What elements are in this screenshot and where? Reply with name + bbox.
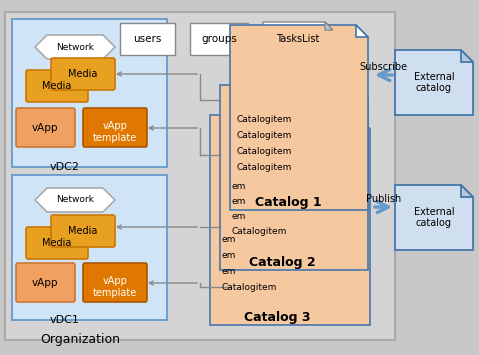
Text: Organization: Organization — [40, 333, 120, 346]
Text: Media: Media — [68, 226, 98, 236]
Text: vApp: vApp — [32, 278, 58, 288]
Text: em: em — [222, 267, 236, 276]
Text: Catalog 2: Catalog 2 — [249, 256, 316, 269]
Bar — [5, 12, 395, 340]
FancyBboxPatch shape — [16, 263, 75, 302]
FancyBboxPatch shape — [26, 70, 88, 102]
Polygon shape — [35, 188, 115, 212]
Text: Media: Media — [68, 69, 98, 79]
Text: Catalogitem: Catalogitem — [222, 283, 277, 292]
Polygon shape — [395, 50, 473, 115]
Text: Subscribe: Subscribe — [359, 62, 408, 72]
Text: Catalogitem: Catalogitem — [237, 163, 292, 172]
FancyBboxPatch shape — [26, 227, 88, 259]
Polygon shape — [230, 25, 368, 210]
Text: Catalogitem: Catalogitem — [237, 131, 292, 140]
FancyBboxPatch shape — [83, 263, 147, 302]
Text: em: em — [222, 251, 236, 260]
Text: em: em — [222, 235, 236, 244]
Text: groups: groups — [201, 34, 237, 44]
Bar — [12, 175, 167, 320]
Text: em: em — [232, 212, 246, 221]
FancyBboxPatch shape — [16, 108, 75, 147]
Polygon shape — [263, 22, 333, 57]
Text: vDC2: vDC2 — [50, 162, 80, 172]
Text: vApp
template: vApp template — [93, 121, 137, 143]
Polygon shape — [35, 35, 115, 59]
FancyBboxPatch shape — [83, 108, 147, 147]
Text: Catalog 1: Catalog 1 — [255, 196, 321, 209]
Text: External
catalog: External catalog — [414, 207, 454, 228]
Polygon shape — [220, 85, 368, 270]
Polygon shape — [395, 185, 473, 250]
Polygon shape — [461, 50, 473, 62]
Bar — [120, 23, 175, 55]
Bar — [12, 19, 167, 167]
Text: vApp
template: vApp template — [93, 276, 137, 298]
Bar — [190, 23, 248, 55]
Text: Catalogitem: Catalogitem — [237, 147, 292, 156]
Text: Catalogitem: Catalogitem — [237, 115, 292, 124]
Text: vApp: vApp — [32, 123, 58, 133]
Text: em: em — [232, 182, 246, 191]
Polygon shape — [355, 85, 368, 98]
Text: Catalogitem: Catalogitem — [232, 227, 287, 236]
Text: External
catalog: External catalog — [414, 72, 454, 93]
Polygon shape — [210, 115, 370, 325]
Text: Media: Media — [42, 238, 72, 248]
Text: users: users — [133, 34, 161, 44]
Polygon shape — [461, 185, 473, 197]
Polygon shape — [356, 25, 368, 37]
FancyBboxPatch shape — [51, 215, 115, 247]
Polygon shape — [325, 22, 333, 30]
Text: Network: Network — [56, 43, 94, 51]
Text: Publish: Publish — [366, 194, 401, 204]
Text: Catalog 3: Catalog 3 — [244, 311, 310, 324]
Text: Media: Media — [42, 81, 72, 91]
Text: Network: Network — [56, 196, 94, 204]
Text: em: em — [232, 197, 246, 206]
FancyBboxPatch shape — [51, 58, 115, 90]
Text: vDC1: vDC1 — [50, 315, 80, 325]
Polygon shape — [356, 115, 370, 129]
Text: TasksList: TasksList — [276, 34, 319, 44]
